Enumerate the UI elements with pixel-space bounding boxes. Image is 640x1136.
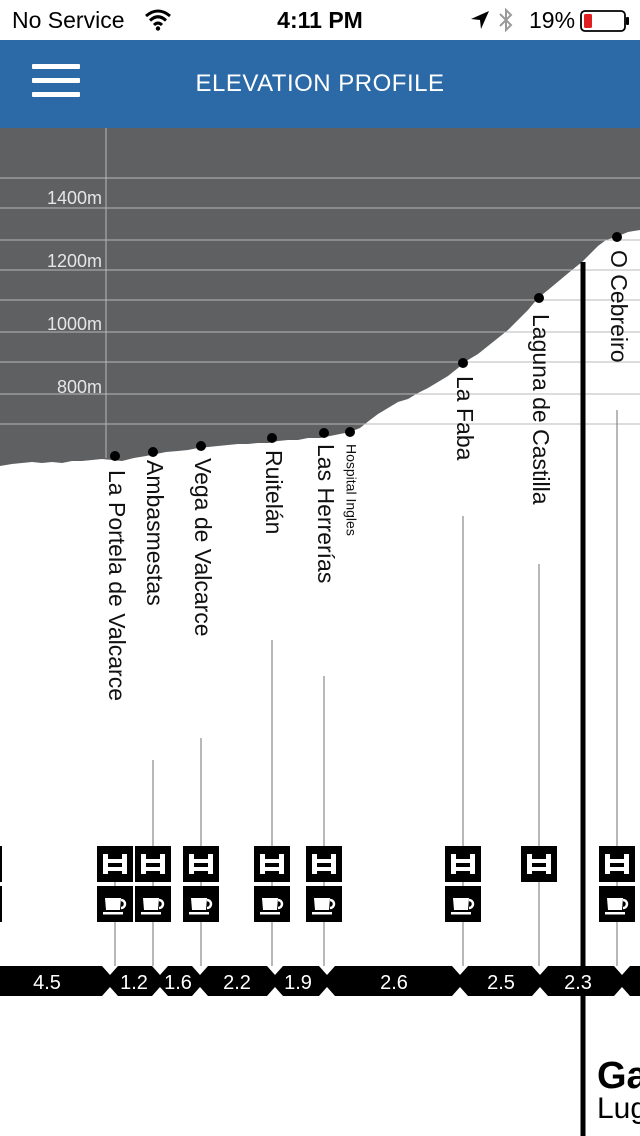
albergue-icon (254, 846, 290, 882)
page-title: ELEVATION PROFILE (195, 70, 445, 97)
menu-button[interactable] (28, 64, 84, 104)
distance-segment-label: 1.6 (164, 972, 192, 994)
distance-segment-label: 2.5 (487, 972, 515, 994)
town-markers: La Portela de Valcarce Ambasmestas Vega de… (0, 232, 635, 976)
distance-segment-label: 2.3 (564, 972, 592, 994)
town-marker[interactable]: Vega de Valcarce (183, 441, 219, 976)
town-label: Las Herrerías (313, 444, 339, 583)
albergue-icon (521, 846, 557, 882)
bluetooth-icon (499, 7, 513, 33)
cafe-icon (135, 886, 171, 922)
offscreen-town-icons (0, 846, 2, 922)
town-marker[interactable]: Laguna de Castilla (521, 293, 557, 976)
town-label: La Faba (452, 376, 478, 461)
town-label: Hospital Ingles (343, 444, 359, 536)
town-marker[interactable]: La Portela de Valcarce (97, 451, 133, 976)
albergue-icon (445, 846, 481, 882)
cafe-icon (445, 886, 481, 922)
town-dot (319, 428, 329, 438)
town-dot (148, 447, 158, 457)
cafe-icon (254, 886, 290, 922)
albergue-icon (306, 846, 342, 882)
hamburger-menu-icon (32, 64, 80, 69)
albergue-icon (135, 846, 171, 882)
town-dot (196, 441, 206, 451)
town-dot (458, 358, 468, 368)
town-marker[interactable]: Ambasmestas (135, 447, 171, 976)
region-subname: Lug (597, 1092, 640, 1125)
clock: 4:11 PM (277, 7, 363, 33)
town-label: La Portela de Valcarce (104, 470, 130, 701)
distance-segment-label: 2.6 (380, 972, 408, 994)
location-arrow-icon (471, 11, 489, 29)
elevation-grid (0, 128, 640, 458)
distance-segment-label: 2.2 (223, 972, 251, 994)
elevation-label: 1400m (47, 188, 102, 208)
status-bar: No Service 4:11 PM 19% (0, 0, 640, 40)
town-dot (345, 427, 355, 437)
wifi-icon (145, 9, 171, 31)
elevation-axis-labels: 1400m 1200m 1000m 800m (47, 188, 102, 397)
region-name: Ga (597, 1055, 640, 1097)
elevation-profile-chart[interactable]: 1400m 1200m 1000m 800m La Portela de Valcar… (0, 128, 640, 1136)
town-label: Vega de Valcarce (190, 458, 216, 637)
cafe-icon (183, 886, 219, 922)
town-label: O Cebreiro (606, 250, 632, 362)
elevation-label: 1000m (47, 314, 102, 334)
elevation-profile-area (0, 128, 640, 466)
town-marker[interactable]: Ruitelán (254, 433, 290, 976)
town-dot (534, 293, 544, 303)
town-label: Ambasmestas (142, 460, 168, 606)
elevation-label: 1200m (47, 251, 102, 271)
distance-bar: 4.5 1.2 1.6 2.2 1.9 2.6 2.5 2.3 (0, 966, 640, 996)
albergue-icon (97, 846, 133, 882)
town-label: Laguna de Castilla (528, 314, 554, 505)
town-dot (110, 451, 120, 461)
town-marker[interactable]: Las Herrerías (306, 428, 342, 976)
elevation-label: 800m (57, 377, 102, 397)
albergue-icon (183, 846, 219, 882)
carrier-label: No Service (12, 7, 125, 33)
cafe-icon (599, 886, 635, 922)
town-marker[interactable]: Hospital Ingles (343, 427, 359, 536)
distance-segment-label: 1.2 (120, 972, 148, 994)
town-marker[interactable]: O Cebreiro (599, 232, 635, 976)
distance-segment-label: 1.9 (284, 972, 312, 994)
town-dot (612, 232, 622, 242)
cafe-icon (97, 886, 133, 922)
town-dot (267, 433, 277, 443)
albergue-icon (599, 846, 635, 882)
battery-icon (580, 10, 629, 32)
cafe-icon (306, 886, 342, 922)
town-marker[interactable]: La Faba (445, 358, 481, 976)
battery-percent: 19% (529, 7, 576, 33)
nav-bar: ELEVATION PROFILE (0, 40, 640, 128)
town-label: Ruitelán (261, 450, 287, 534)
distance-segment-label: 4.5 (33, 972, 61, 994)
